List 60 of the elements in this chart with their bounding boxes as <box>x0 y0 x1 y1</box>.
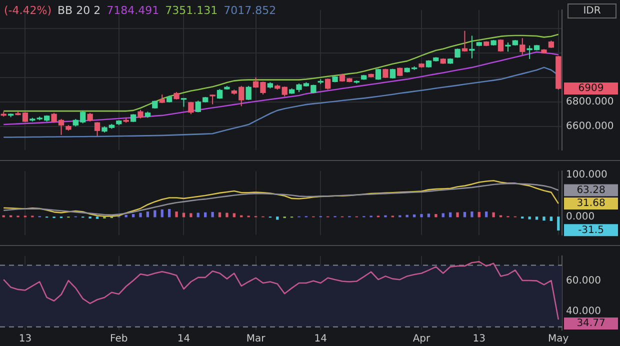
y-tick-label: 6800.000 <box>566 96 614 108</box>
bar <box>139 212 142 218</box>
bar <box>557 216 560 230</box>
x-tick-label: Mar <box>246 334 266 345</box>
bar <box>470 212 474 218</box>
candlestick <box>210 94 216 105</box>
bar <box>276 216 279 220</box>
x-tick-label: 13 <box>472 334 486 345</box>
bar <box>154 210 156 218</box>
bar <box>485 212 488 218</box>
candlestick <box>469 35 475 59</box>
x-tick-label: Apr <box>412 334 432 345</box>
candlestick <box>94 122 100 137</box>
y-axis-title: IDR <box>583 6 601 17</box>
candlestick <box>505 42 511 52</box>
y-tick-label: 0.000 <box>566 211 595 222</box>
annotation: 63.28 <box>576 184 606 196</box>
candlestick <box>188 101 194 115</box>
annotation: 34.77 <box>576 318 606 330</box>
annotation: 6909 <box>578 83 604 94</box>
bar <box>542 216 546 221</box>
bar <box>427 214 430 218</box>
x-tick-label: 13 <box>18 334 32 345</box>
bar <box>226 212 228 218</box>
candlestick <box>454 48 460 58</box>
bar <box>550 216 553 222</box>
annotation: (-4.42%) <box>4 4 52 17</box>
y-tick-label: 100.000 <box>566 169 608 180</box>
bar <box>528 216 531 220</box>
candlestick <box>246 85 252 101</box>
bar <box>175 212 178 218</box>
bar <box>535 216 538 220</box>
candlestick <box>520 38 526 56</box>
annotation: 31.68 <box>576 198 606 210</box>
candlestick <box>282 86 288 97</box>
bar <box>442 213 444 218</box>
y-tick-label: 60.000 <box>566 275 601 286</box>
bar <box>420 214 423 218</box>
text: 7017.852 <box>224 4 276 17</box>
bar <box>211 212 214 218</box>
x-tick-label: 14 <box>314 334 327 345</box>
x-tick-label: Feb <box>110 334 128 345</box>
text: 7184.491 <box>106 4 160 17</box>
y-tick-label: 6600.000 <box>566 120 614 132</box>
bar <box>492 212 495 218</box>
text: 7351.131 <box>165 4 218 17</box>
bar <box>160 209 164 218</box>
annotation: -31.5 <box>578 224 604 236</box>
legend-title: BB 20 2 <box>58 4 101 17</box>
bar <box>168 208 171 218</box>
bar <box>456 212 459 218</box>
x-tick-label: May <box>548 334 569 345</box>
y-tick-label: 40.000 <box>566 306 601 318</box>
bar <box>146 212 150 218</box>
x-tick-label: 14 <box>177 334 190 345</box>
bar <box>232 213 236 218</box>
candlestick <box>216 88 223 100</box>
candlestick <box>462 30 468 52</box>
candlestick <box>325 78 331 90</box>
bar <box>190 213 192 218</box>
